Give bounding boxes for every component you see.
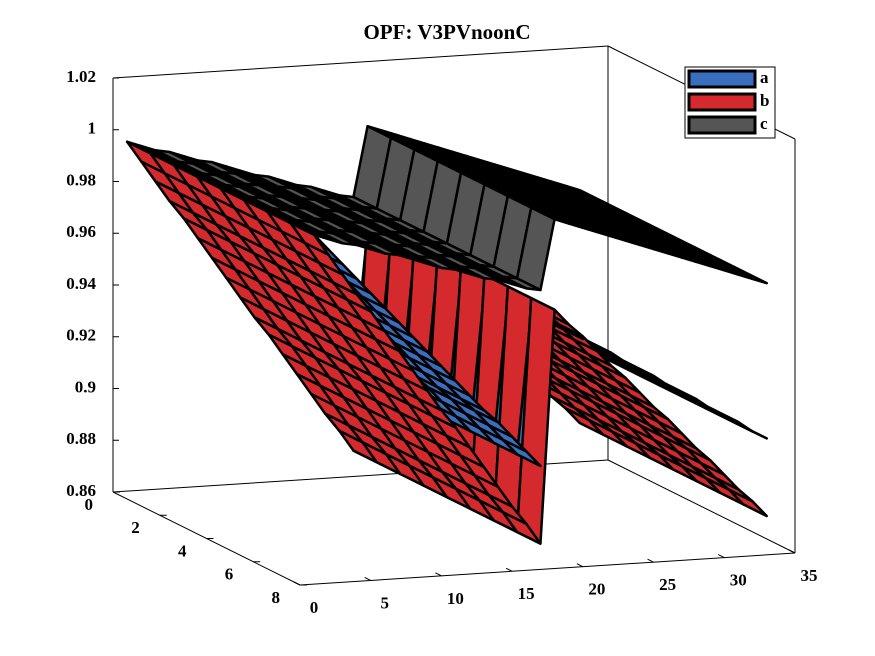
x-tick-label: 35	[801, 566, 818, 585]
x-tick-label: 5	[380, 593, 389, 612]
x-tick-label: 0	[310, 598, 319, 617]
z-tick-label: 0.94	[66, 274, 96, 293]
x-tick	[718, 554, 725, 559]
y-tick-label: 8	[272, 588, 281, 607]
y-tick-label: 0	[85, 495, 94, 514]
surfaces	[125, 124, 768, 545]
z-tick-label: 0.86	[66, 481, 96, 500]
y-tick-label: 6	[225, 565, 234, 584]
x-tick	[576, 563, 584, 568]
y-tick-label: 2	[131, 518, 140, 537]
z-tick-label: 0.92	[66, 326, 96, 345]
legend-label: b	[760, 91, 769, 110]
z-tick-label: 1	[88, 119, 97, 138]
x-tick	[435, 572, 442, 577]
box-edge	[607, 459, 796, 554]
surface-patch	[289, 221, 330, 241]
x-tick	[788, 549, 796, 554]
legend-label: a	[760, 68, 769, 87]
z-tick-label: 0.88	[66, 429, 96, 448]
z-tick-label: 1.02	[66, 67, 96, 86]
x-tick	[293, 581, 301, 586]
box-edge	[112, 45, 609, 79]
x-tick-label: 25	[659, 575, 676, 594]
chart-title: OPF: V3PVnoonC	[363, 20, 530, 44]
x-tick-label: 30	[730, 570, 747, 589]
z-tick-label: 0.9	[75, 377, 96, 396]
axis-line	[299, 552, 796, 586]
z-tick-label: 0.96	[66, 222, 96, 241]
y-tick-label: 4	[178, 541, 187, 560]
x-tick	[364, 576, 371, 581]
legend-swatch	[687, 69, 757, 89]
legend-swatch	[687, 115, 757, 135]
x-tick	[647, 558, 654, 563]
x-tick-label: 10	[447, 589, 464, 608]
legend-label: c	[760, 114, 768, 133]
x-tick-label: 15	[518, 584, 535, 603]
x-tick	[505, 567, 513, 572]
legend-swatch	[687, 92, 757, 112]
x-tick-label: 20	[588, 580, 605, 599]
z-tick-label: 0.98	[66, 170, 96, 189]
